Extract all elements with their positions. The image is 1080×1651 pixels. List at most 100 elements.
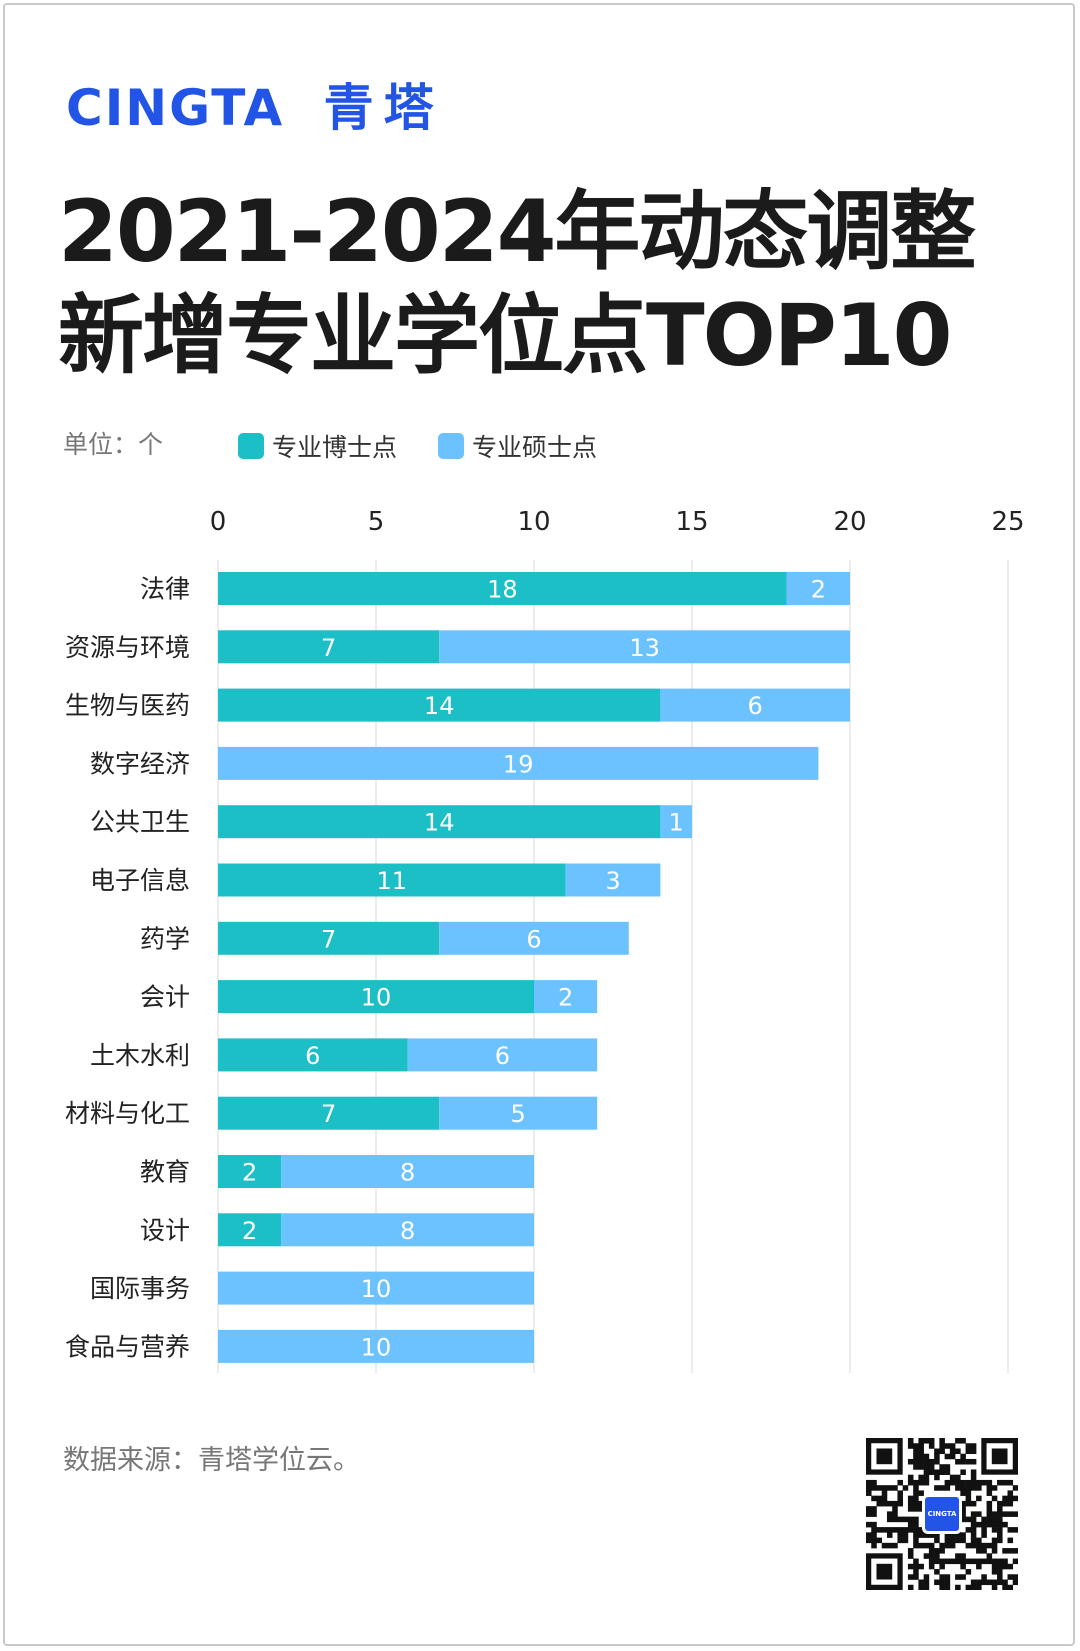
qr-module [918, 1584, 924, 1591]
qr-module [970, 1500, 977, 1507]
qr-module [907, 1458, 914, 1465]
qr-module [970, 1521, 977, 1528]
qr-module [1012, 1495, 1019, 1502]
bar-segment-master [439, 630, 850, 664]
qr-module [923, 1464, 930, 1470]
qr-module [876, 1485, 883, 1491]
category-label: 药学 [140, 924, 190, 953]
qr-module [991, 1448, 1008, 1465]
qr-module [934, 1458, 940, 1465]
qr-module [871, 1532, 877, 1538]
qr-module [976, 1521, 982, 1528]
qr-module [997, 1579, 1003, 1586]
qr-module [970, 1511, 977, 1517]
qr-module [918, 1479, 924, 1486]
qr-module [1007, 1527, 1014, 1533]
qr-module [928, 1458, 935, 1465]
data-label: 7 [321, 925, 336, 953]
qr-module [1012, 1527, 1019, 1533]
qr-module [918, 1448, 924, 1455]
title-line-1: 2021-2024年动态调整 [58, 182, 976, 282]
qr-module [960, 1553, 966, 1559]
qr-module [913, 1537, 919, 1544]
qr-module [907, 1500, 914, 1507]
qr-module [881, 1490, 888, 1496]
qr-module [939, 1548, 945, 1554]
bar-segment-master [218, 1329, 534, 1363]
brand-chinese: 青塔 [323, 79, 444, 137]
qr-module [1002, 1558, 1008, 1565]
qr-module [934, 1453, 940, 1460]
bar-segment-master [786, 572, 850, 605]
data-label: 6 [305, 1042, 320, 1070]
qr-module [876, 1537, 883, 1544]
qr-module [991, 1527, 998, 1533]
qr-module [939, 1464, 945, 1470]
bar-segment-doctor [218, 630, 440, 664]
category-label: 数字经济 [90, 749, 190, 778]
qr-module [955, 1574, 961, 1580]
qr-module [960, 1458, 966, 1465]
qr-module [923, 1553, 930, 1559]
x-tick-label-0: 0 [210, 507, 227, 537]
qr-module [976, 1485, 982, 1491]
qr-module [965, 1569, 972, 1575]
qr-module [970, 1458, 977, 1465]
qr-module [991, 1569, 998, 1575]
qr-module [1007, 1500, 1014, 1507]
qr-module [934, 1485, 940, 1491]
qr-module [881, 1495, 888, 1502]
qr-module [997, 1511, 1003, 1517]
qr-module [944, 1469, 951, 1475]
legend-item-master: 专业硕士点 [438, 428, 597, 464]
qr-module [970, 1532, 977, 1538]
qr-module [1002, 1579, 1008, 1586]
qr-module [955, 1474, 961, 1481]
bar-segment-doctor [218, 1155, 282, 1188]
qr-module [949, 1542, 956, 1549]
qr-module [991, 1579, 998, 1586]
qr-module [1002, 1548, 1008, 1554]
bar-segment-master [534, 980, 598, 1014]
qr-module [913, 1506, 919, 1512]
qr-module [902, 1527, 909, 1533]
qr-module [1002, 1495, 1008, 1502]
qr-module [1012, 1574, 1019, 1580]
data-label: 2 [811, 576, 826, 604]
data-label: 5 [511, 1100, 526, 1128]
qr-module [997, 1506, 1003, 1512]
data-label: 8 [400, 1159, 415, 1187]
qr-center-logo: CINGTA [922, 1494, 962, 1534]
x-tick-label-10: 10 [517, 507, 550, 537]
qr-module [866, 1479, 872, 1486]
bar-segment-master [218, 1271, 534, 1305]
qr-module [907, 1516, 914, 1523]
qr-module [923, 1532, 930, 1538]
qr-module [1007, 1537, 1014, 1544]
qr-module [866, 1506, 872, 1512]
qr-module [976, 1479, 982, 1486]
qr-module [1002, 1584, 1008, 1591]
qr-module [955, 1558, 961, 1565]
qr-module [913, 1485, 919, 1491]
qr-module [928, 1548, 935, 1554]
qr-module [923, 1579, 930, 1586]
qr-module [876, 1563, 893, 1580]
qr-module [1007, 1563, 1014, 1570]
qr-module [970, 1527, 977, 1533]
qr-module [965, 1542, 972, 1549]
qr-module [960, 1485, 966, 1491]
qr-module [976, 1584, 982, 1591]
data-label: 7 [321, 1100, 336, 1128]
qr-module [976, 1511, 982, 1517]
qr-module [934, 1569, 940, 1575]
qr-module [876, 1500, 883, 1507]
qr-module [991, 1521, 998, 1528]
data-label: 10 [361, 984, 392, 1012]
qr-module [871, 1527, 877, 1533]
qr-module [928, 1438, 935, 1444]
bar-segment-doctor [218, 863, 566, 897]
qr-module [1007, 1584, 1014, 1591]
qr-module [866, 1490, 872, 1496]
qr-module [892, 1500, 898, 1507]
